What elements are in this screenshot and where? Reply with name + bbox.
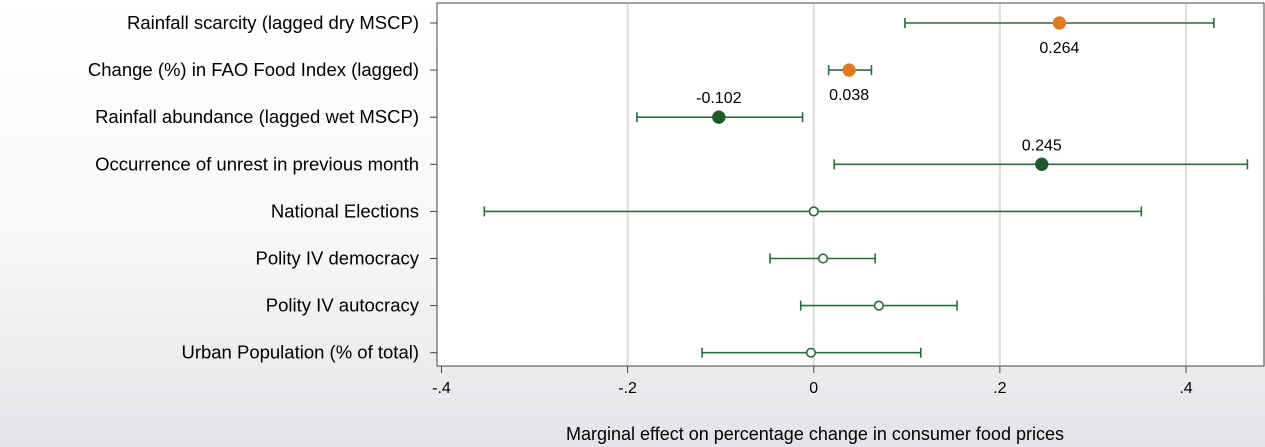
- row-label: Rainfall scarcity (lagged dry MSCP): [127, 12, 419, 33]
- data-label: 0.245: [1022, 137, 1062, 154]
- point-estimate-filled: [842, 63, 856, 77]
- value-labels: 0.264 0.038 -0.102 0.245: [696, 40, 1079, 154]
- row-label: Urban Population (% of total): [181, 342, 419, 363]
- row-label: Occurrence of unrest in previous month: [95, 153, 419, 174]
- point-estimate-filled: [1035, 157, 1049, 172]
- x-axis-title: Marginal effect on percentage change in …: [566, 424, 1064, 444]
- point-estimates: [712, 16, 1067, 358]
- data-label: 0.038: [829, 87, 869, 104]
- point-estimate-open: [808, 206, 819, 217]
- row-label: Rainfall abundance (lagged wet MSCP): [95, 106, 419, 127]
- point-estimate-open: [873, 300, 884, 311]
- point-estimate-open: [817, 253, 829, 264]
- x-tick-label: -.2: [618, 380, 637, 397]
- x-tick-label: .2: [993, 380, 1006, 397]
- x-tick-label: -.4: [432, 380, 451, 397]
- point-estimate-filled: [712, 110, 726, 124]
- row-label: Polity IV autocracy: [266, 295, 420, 316]
- row-label: Change (%) in FAO Food Index (lagged): [88, 59, 419, 80]
- point-estimate-filled: [1052, 16, 1067, 30]
- data-label: -0.102: [696, 90, 741, 107]
- row-labels: Rainfall scarcity (lagged dry MSCP) Chang…: [88, 12, 437, 363]
- plot-area: [436, 2, 1265, 367]
- x-tick-label: .4: [1179, 380, 1192, 397]
- row-label: Polity IV democracy: [256, 248, 420, 269]
- point-estimate-open: [805, 347, 817, 358]
- row-label: National Elections: [271, 200, 419, 221]
- data-label: 0.264: [1039, 40, 1079, 57]
- x-tick-label: 0: [809, 380, 818, 397]
- x-axis-ticks: -.4 -.2 0 .2 .4: [432, 366, 1193, 397]
